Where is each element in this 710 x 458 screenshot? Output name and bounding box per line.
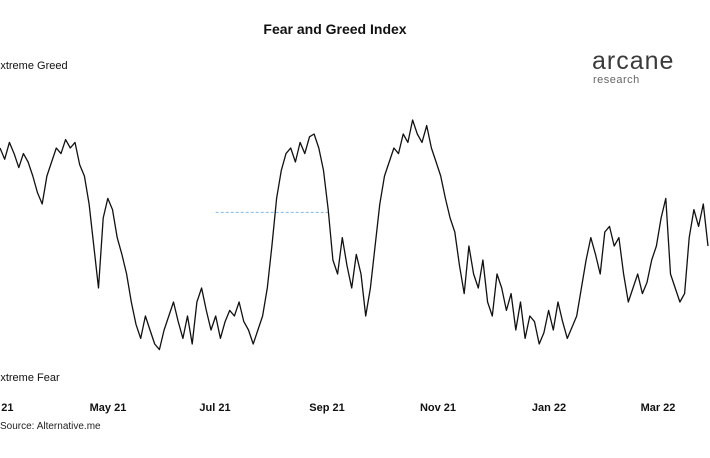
x-tick-label: Sep 21 xyxy=(309,402,344,414)
x-tick-label: May 21 xyxy=(90,402,127,414)
logo-subtitle: research xyxy=(593,74,640,86)
source-note: Source: Alternative.me xyxy=(0,421,101,432)
x-tick-label: Mar 22 xyxy=(641,402,676,414)
x-tick-label: Jul 21 xyxy=(199,402,230,414)
series-line-group xyxy=(0,119,709,351)
x-tick-label: Nov 21 xyxy=(420,402,456,414)
x-tick-label: Jan 22 xyxy=(532,402,566,414)
y-top-label: Extreme Greed xyxy=(0,60,68,72)
chart-title: Fear and Greed Index xyxy=(263,21,407,37)
brand-logo: arcane research xyxy=(592,48,674,86)
axis-labels: Extreme Greed Extreme Fear xyxy=(0,60,68,384)
x-tick-label: Mar 21 xyxy=(0,402,13,414)
logo-wordmark: arcane xyxy=(592,47,675,75)
series-line xyxy=(0,119,709,351)
y-bottom-label: Extreme Fear xyxy=(0,372,60,384)
x-axis-ticks: Mar 21 May 21 Jul 21 Sep 21 Nov 21 Jan 22 Mar … xyxy=(0,402,675,414)
